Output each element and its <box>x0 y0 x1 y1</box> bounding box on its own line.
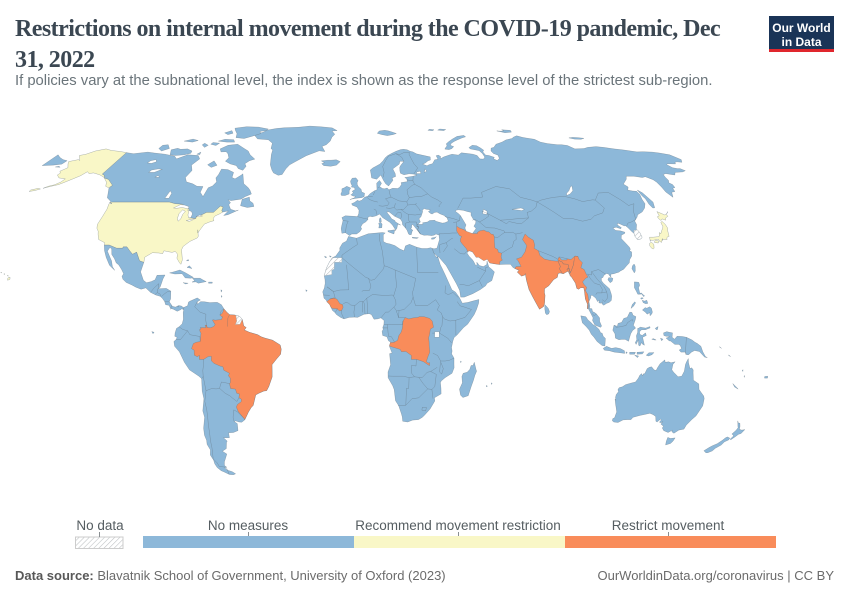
svg-text:Restrict movement: Restrict movement <box>612 518 725 533</box>
svg-text:No data: No data <box>76 518 124 533</box>
svg-text:Recommend movement restriction: Recommend movement restriction <box>355 518 561 533</box>
svg-text:No measures: No measures <box>208 518 289 533</box>
